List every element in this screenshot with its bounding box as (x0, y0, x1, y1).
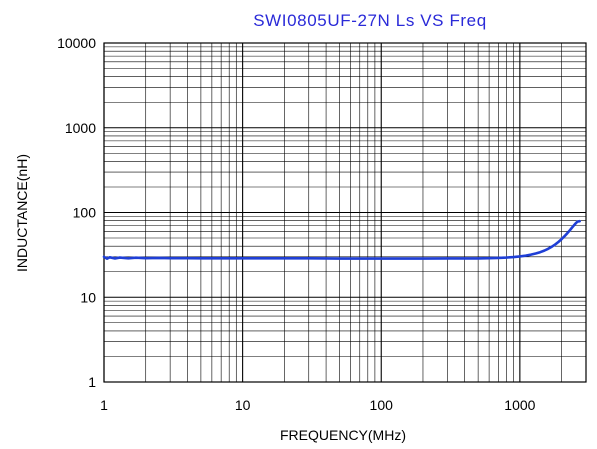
x-tick-label: 1000 (504, 397, 535, 413)
chart-title: SWI0805UF-27N Ls VS Freq (253, 11, 487, 30)
series-line (102, 219, 581, 261)
x-tick-label: 10 (235, 397, 251, 413)
plot-frame (103, 42, 587, 383)
y-tick-label: 10000 (57, 35, 96, 51)
x-tick-label: 1 (100, 397, 108, 413)
y-tick-label: 100 (73, 205, 97, 221)
tick-labels: 1 10 100 1000 1 10 100 1000 10000 (57, 35, 536, 413)
grid (103, 42, 587, 383)
y-tick-label: 1 (88, 374, 96, 390)
y-tick-label: 1000 (65, 120, 96, 136)
x-axis-label: FREQUENCY(MHz) (280, 427, 406, 443)
x-tick-label: 100 (370, 397, 394, 413)
series-group (102, 219, 581, 261)
y-axis-label: INDUCTANCE(nH) (14, 154, 30, 272)
y-tick-label: 10 (80, 289, 96, 305)
